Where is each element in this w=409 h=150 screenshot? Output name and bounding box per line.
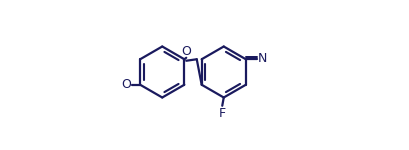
Text: O: O bbox=[121, 78, 131, 91]
Text: O: O bbox=[181, 45, 191, 58]
Text: N: N bbox=[257, 52, 267, 65]
Text: F: F bbox=[218, 107, 225, 120]
